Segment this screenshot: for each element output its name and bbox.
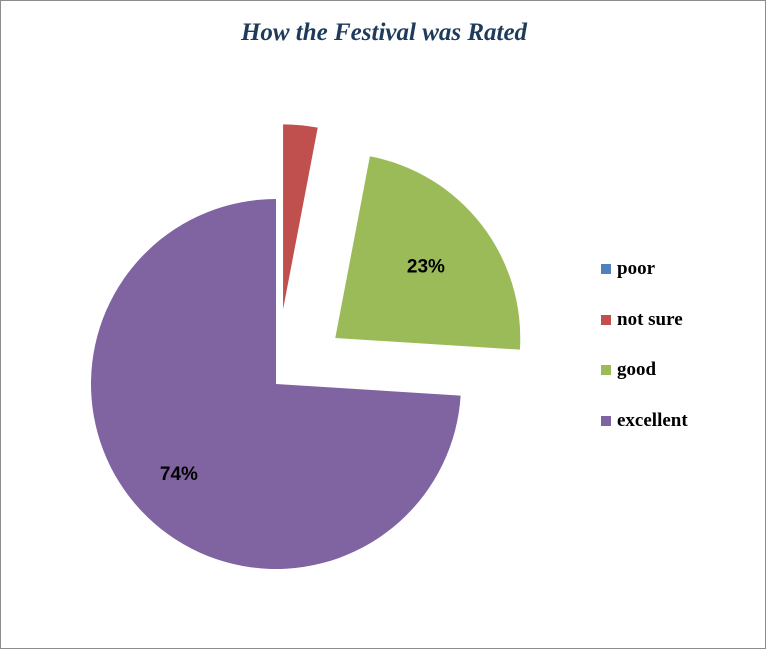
legend-label-good: good: [617, 359, 657, 380]
legend-swatch-good: [601, 365, 611, 375]
pie-slice-good: [335, 156, 521, 350]
legend-item-not-sure: not sure: [601, 308, 688, 359]
legend-item-good: good: [601, 358, 688, 409]
legend: poor not sure good excellent: [601, 257, 688, 459]
legend-swatch-poor: [601, 264, 611, 274]
legend-label-not-sure: not sure: [617, 308, 683, 330]
legend-item-excellent: excellent: [601, 409, 688, 460]
pie-slice-excellent: [91, 199, 461, 569]
data-label-good: 23%: [407, 257, 445, 278]
legend-item-poor: poor: [601, 257, 688, 308]
chart-title: How the Festival was Rated: [240, 19, 528, 46]
data-label-excellent: 74%: [160, 464, 198, 485]
pie-slice-not-sure: [283, 124, 318, 310]
legend-label-excellent: excellent: [617, 409, 688, 431]
legend-label-poor: poor: [617, 258, 655, 279]
legend-swatch-excellent: [601, 415, 611, 426]
legend-swatch-not-sure: [601, 314, 611, 325]
